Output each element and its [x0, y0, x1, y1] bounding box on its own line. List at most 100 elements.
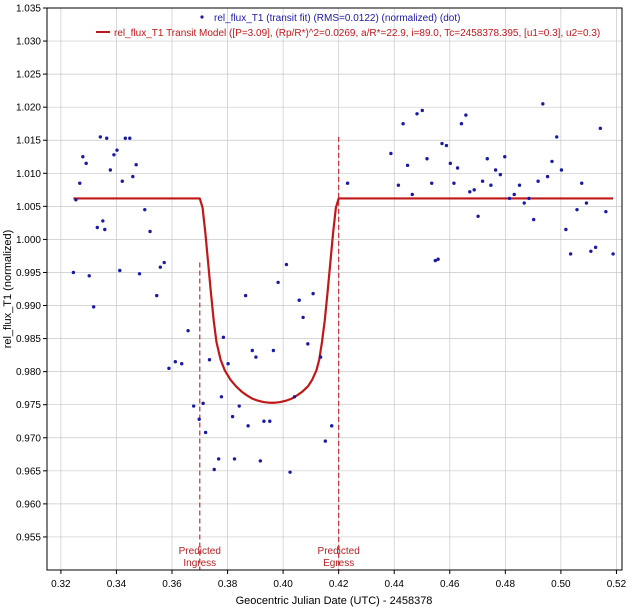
- data-point: [480, 179, 485, 183]
- data-point: [207, 358, 212, 362]
- y-tick-label: 1.015: [16, 136, 41, 147]
- y-tick-label: 0.960: [16, 499, 41, 510]
- x-tick-label: 0.36: [162, 579, 182, 590]
- data-point: [134, 163, 138, 167]
- y-tick-label: 1.020: [16, 103, 41, 114]
- data-point: [158, 265, 163, 269]
- data-point: [243, 293, 248, 298]
- data-point: [84, 161, 88, 166]
- legend-entry-data: rel_flux_T1 (transit fit) (RMS=0.0122) (…: [214, 13, 460, 24]
- data-point: [268, 419, 272, 423]
- data-point: [580, 181, 584, 185]
- y-axis-ticks: 0.955 0.960 0.965 0.970 0.975 0.980 0.985 0.990…: [16, 4, 47, 543]
- data-point: [555, 135, 559, 139]
- data-point: [232, 457, 237, 461]
- data-point: [271, 348, 276, 353]
- data-point: [396, 183, 401, 187]
- data-point: [284, 262, 289, 267]
- data-point: [345, 181, 350, 185]
- data-point: [101, 219, 105, 223]
- x-tick-label: 0.52: [607, 579, 627, 590]
- data-point: [498, 172, 503, 177]
- transit-model: [73, 197, 614, 404]
- legend-dot-swatch: [200, 15, 204, 19]
- y-tick-label: 0.985: [16, 334, 41, 345]
- y-tick-label: 0.970: [16, 433, 41, 444]
- y-tick-label: 0.995: [16, 268, 41, 279]
- y-tick-label: 1.005: [16, 202, 41, 213]
- predicted-marker-label: Ingress: [183, 558, 216, 569]
- x-tick-label: 0.48: [496, 579, 516, 590]
- x-axis-label: Geocentric Julian Date (UTC) - 2458378: [236, 595, 433, 607]
- y-tick-label: 0.965: [16, 466, 41, 477]
- data-point: [545, 174, 550, 179]
- y-tick-label: 1.025: [16, 70, 41, 81]
- data-point: [522, 201, 526, 205]
- data-point: [318, 355, 323, 359]
- data-point: [91, 305, 96, 309]
- data-point: [430, 181, 434, 185]
- data-point: [288, 470, 292, 474]
- y-tick-label: 1.010: [16, 169, 41, 180]
- data-point: [531, 217, 536, 222]
- data-point: [559, 168, 564, 172]
- data-point: [468, 190, 472, 194]
- x-axis-ticks: 0.32 0.34 0.36 0.38 0.40 0.42 0.44 0.46 0.48 0.50…: [51, 570, 627, 590]
- data-point: [433, 258, 438, 263]
- data-point: [436, 257, 440, 261]
- data-point: [464, 113, 468, 117]
- predicted-marker-label: Predicted: [179, 546, 221, 557]
- data-point: [292, 395, 297, 399]
- data-point: [203, 430, 208, 435]
- data-point: [323, 439, 328, 443]
- data-point: [448, 161, 453, 166]
- data-point: [489, 183, 493, 187]
- y-axis-label: rel_flux_T1 (normalized): [2, 230, 14, 349]
- y-tick-label: 1.035: [16, 4, 41, 15]
- predicted-marker-label: Predicted: [318, 546, 360, 557]
- data-point: [550, 159, 554, 164]
- x-tick-label: 0.44: [384, 579, 404, 590]
- y-tick-label: 1.030: [16, 37, 41, 48]
- data-point: [297, 298, 301, 302]
- data-point: [123, 136, 128, 140]
- data-point: [128, 136, 132, 140]
- data-point: [78, 181, 82, 185]
- data-point: [71, 270, 76, 275]
- data-point: [191, 404, 196, 408]
- data-point: [221, 335, 226, 339]
- data-point: [108, 168, 113, 172]
- data-point: [226, 362, 230, 366]
- data-point: [98, 135, 103, 139]
- data-point: [219, 395, 224, 399]
- data-point: [118, 268, 122, 273]
- x-tick-label: 0.42: [329, 579, 349, 590]
- data-point: [440, 141, 444, 146]
- data-point: [517, 183, 522, 187]
- data-point: [95, 225, 99, 230]
- data-point: [112, 153, 116, 157]
- data-point: [568, 252, 573, 256]
- y-tick-label: 1.000: [16, 235, 41, 246]
- data-point: [137, 272, 142, 276]
- predicted-marker-label: Egress: [323, 558, 354, 569]
- data-point: [452, 181, 456, 185]
- data-point: [143, 207, 147, 212]
- data-point: [186, 328, 190, 333]
- data-point: [212, 467, 216, 472]
- legend: rel_flux_T1 (transit fit) (RMS=0.0122) (…: [96, 13, 600, 39]
- x-tick-label: 0.32: [51, 579, 71, 590]
- data-point: [389, 151, 393, 156]
- data-point: [148, 229, 152, 234]
- data-point: [401, 122, 405, 126]
- x-tick-label: 0.50: [551, 579, 571, 590]
- data-point: [507, 196, 512, 201]
- x-tick-label: 0.46: [440, 579, 460, 590]
- data-point: [444, 143, 449, 148]
- data-point: [180, 362, 184, 366]
- data-point: [575, 207, 579, 212]
- x-tick-label: 0.38: [218, 579, 238, 590]
- data-point: [162, 260, 166, 265]
